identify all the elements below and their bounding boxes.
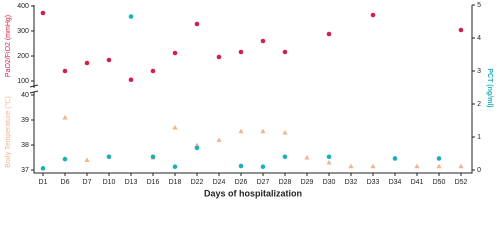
point: [326, 154, 332, 160]
x-axis-label: Days of hospitalization: [204, 188, 302, 198]
point: [62, 114, 68, 120]
x-tick-label: D29: [301, 179, 314, 186]
point: [260, 164, 266, 169]
x-tick-label: D7: [83, 179, 92, 186]
x-tick-label: D27: [257, 179, 270, 186]
point: [458, 27, 464, 33]
y3-axis-label: Body Temperature (℃): [5, 96, 12, 168]
y-tick-label: 5: [477, 2, 481, 9]
x-tick-label: D18: [169, 179, 182, 186]
point: [260, 38, 266, 44]
x-tick-label: D50: [433, 179, 446, 186]
point: [194, 142, 200, 147]
point: [62, 68, 68, 74]
y-tick-label: 300: [17, 28, 29, 35]
x-tick-label: D52: [455, 179, 468, 186]
x-tick-label: D32: [345, 179, 358, 186]
point: [260, 128, 266, 134]
point: [150, 154, 156, 160]
x-tick-label: D28: [279, 179, 292, 186]
point: [172, 50, 178, 56]
point: [392, 156, 398, 161]
point: [326, 159, 332, 165]
point: [238, 128, 244, 134]
point: [370, 163, 376, 169]
axis-break: [29, 84, 39, 94]
x-tick-label: D34: [389, 179, 402, 186]
point: [84, 60, 90, 66]
x-tick-label: D13: [125, 179, 138, 186]
point: [304, 154, 310, 160]
point: [370, 12, 376, 18]
point: [414, 163, 420, 169]
point: [40, 10, 46, 16]
point: [238, 163, 244, 169]
y-tick-label: 2: [477, 101, 481, 108]
point: [106, 57, 112, 63]
point: [128, 77, 134, 83]
point: [194, 21, 200, 27]
y-tick-label: 1: [477, 134, 481, 141]
point: [436, 163, 442, 169]
point: [282, 129, 288, 135]
point: [150, 68, 156, 74]
x-tick-label: D41: [411, 179, 424, 186]
axes: [33, 5, 473, 174]
point: [436, 156, 442, 161]
x-tick-label: D30: [323, 179, 336, 186]
point: [84, 157, 90, 162]
point: [348, 163, 354, 169]
point: [128, 14, 134, 19]
y-axis-label: PaO2/FiO2 (mmHg): [5, 15, 12, 77]
y-tick-label: 37: [21, 167, 29, 174]
x-tick-label: D10: [103, 179, 116, 186]
point: [282, 154, 288, 160]
x-tick-label: D1: [39, 179, 48, 186]
y-tick-label: 400: [17, 3, 29, 10]
y-tick-label: 0: [477, 167, 481, 174]
x-tick-label: D22: [191, 179, 204, 186]
point: [172, 124, 178, 130]
x-tick-label: D33: [367, 179, 380, 186]
y-tick-label: 40: [21, 92, 29, 99]
y-tick-label: 39: [21, 117, 29, 124]
point: [194, 145, 200, 151]
y-tick-label: 100: [17, 78, 29, 85]
point: [172, 164, 178, 169]
point: [282, 49, 288, 55]
point: [458, 163, 464, 169]
y-tick-label: 3: [477, 68, 481, 75]
point: [106, 154, 112, 160]
y-tick-label: 38: [21, 142, 29, 149]
point: [326, 31, 332, 37]
x-tick-label: D6: [61, 179, 70, 186]
y2-axis-label: PCT (ng/ml): [486, 68, 493, 107]
x-tick-label: D16: [147, 179, 160, 186]
chart: Days of hospitalization PaO2/FiO2 (mmHg)…: [5, 2, 493, 199]
y-tick-label: 4: [477, 35, 481, 42]
point: [216, 54, 222, 60]
x-tick-label: D26: [235, 179, 248, 186]
y-tick-label: 200: [17, 53, 29, 60]
point: [40, 166, 46, 171]
point: [216, 137, 222, 142]
x-tick-label: D24: [213, 179, 226, 186]
point: [238, 49, 244, 55]
point: [62, 156, 68, 162]
